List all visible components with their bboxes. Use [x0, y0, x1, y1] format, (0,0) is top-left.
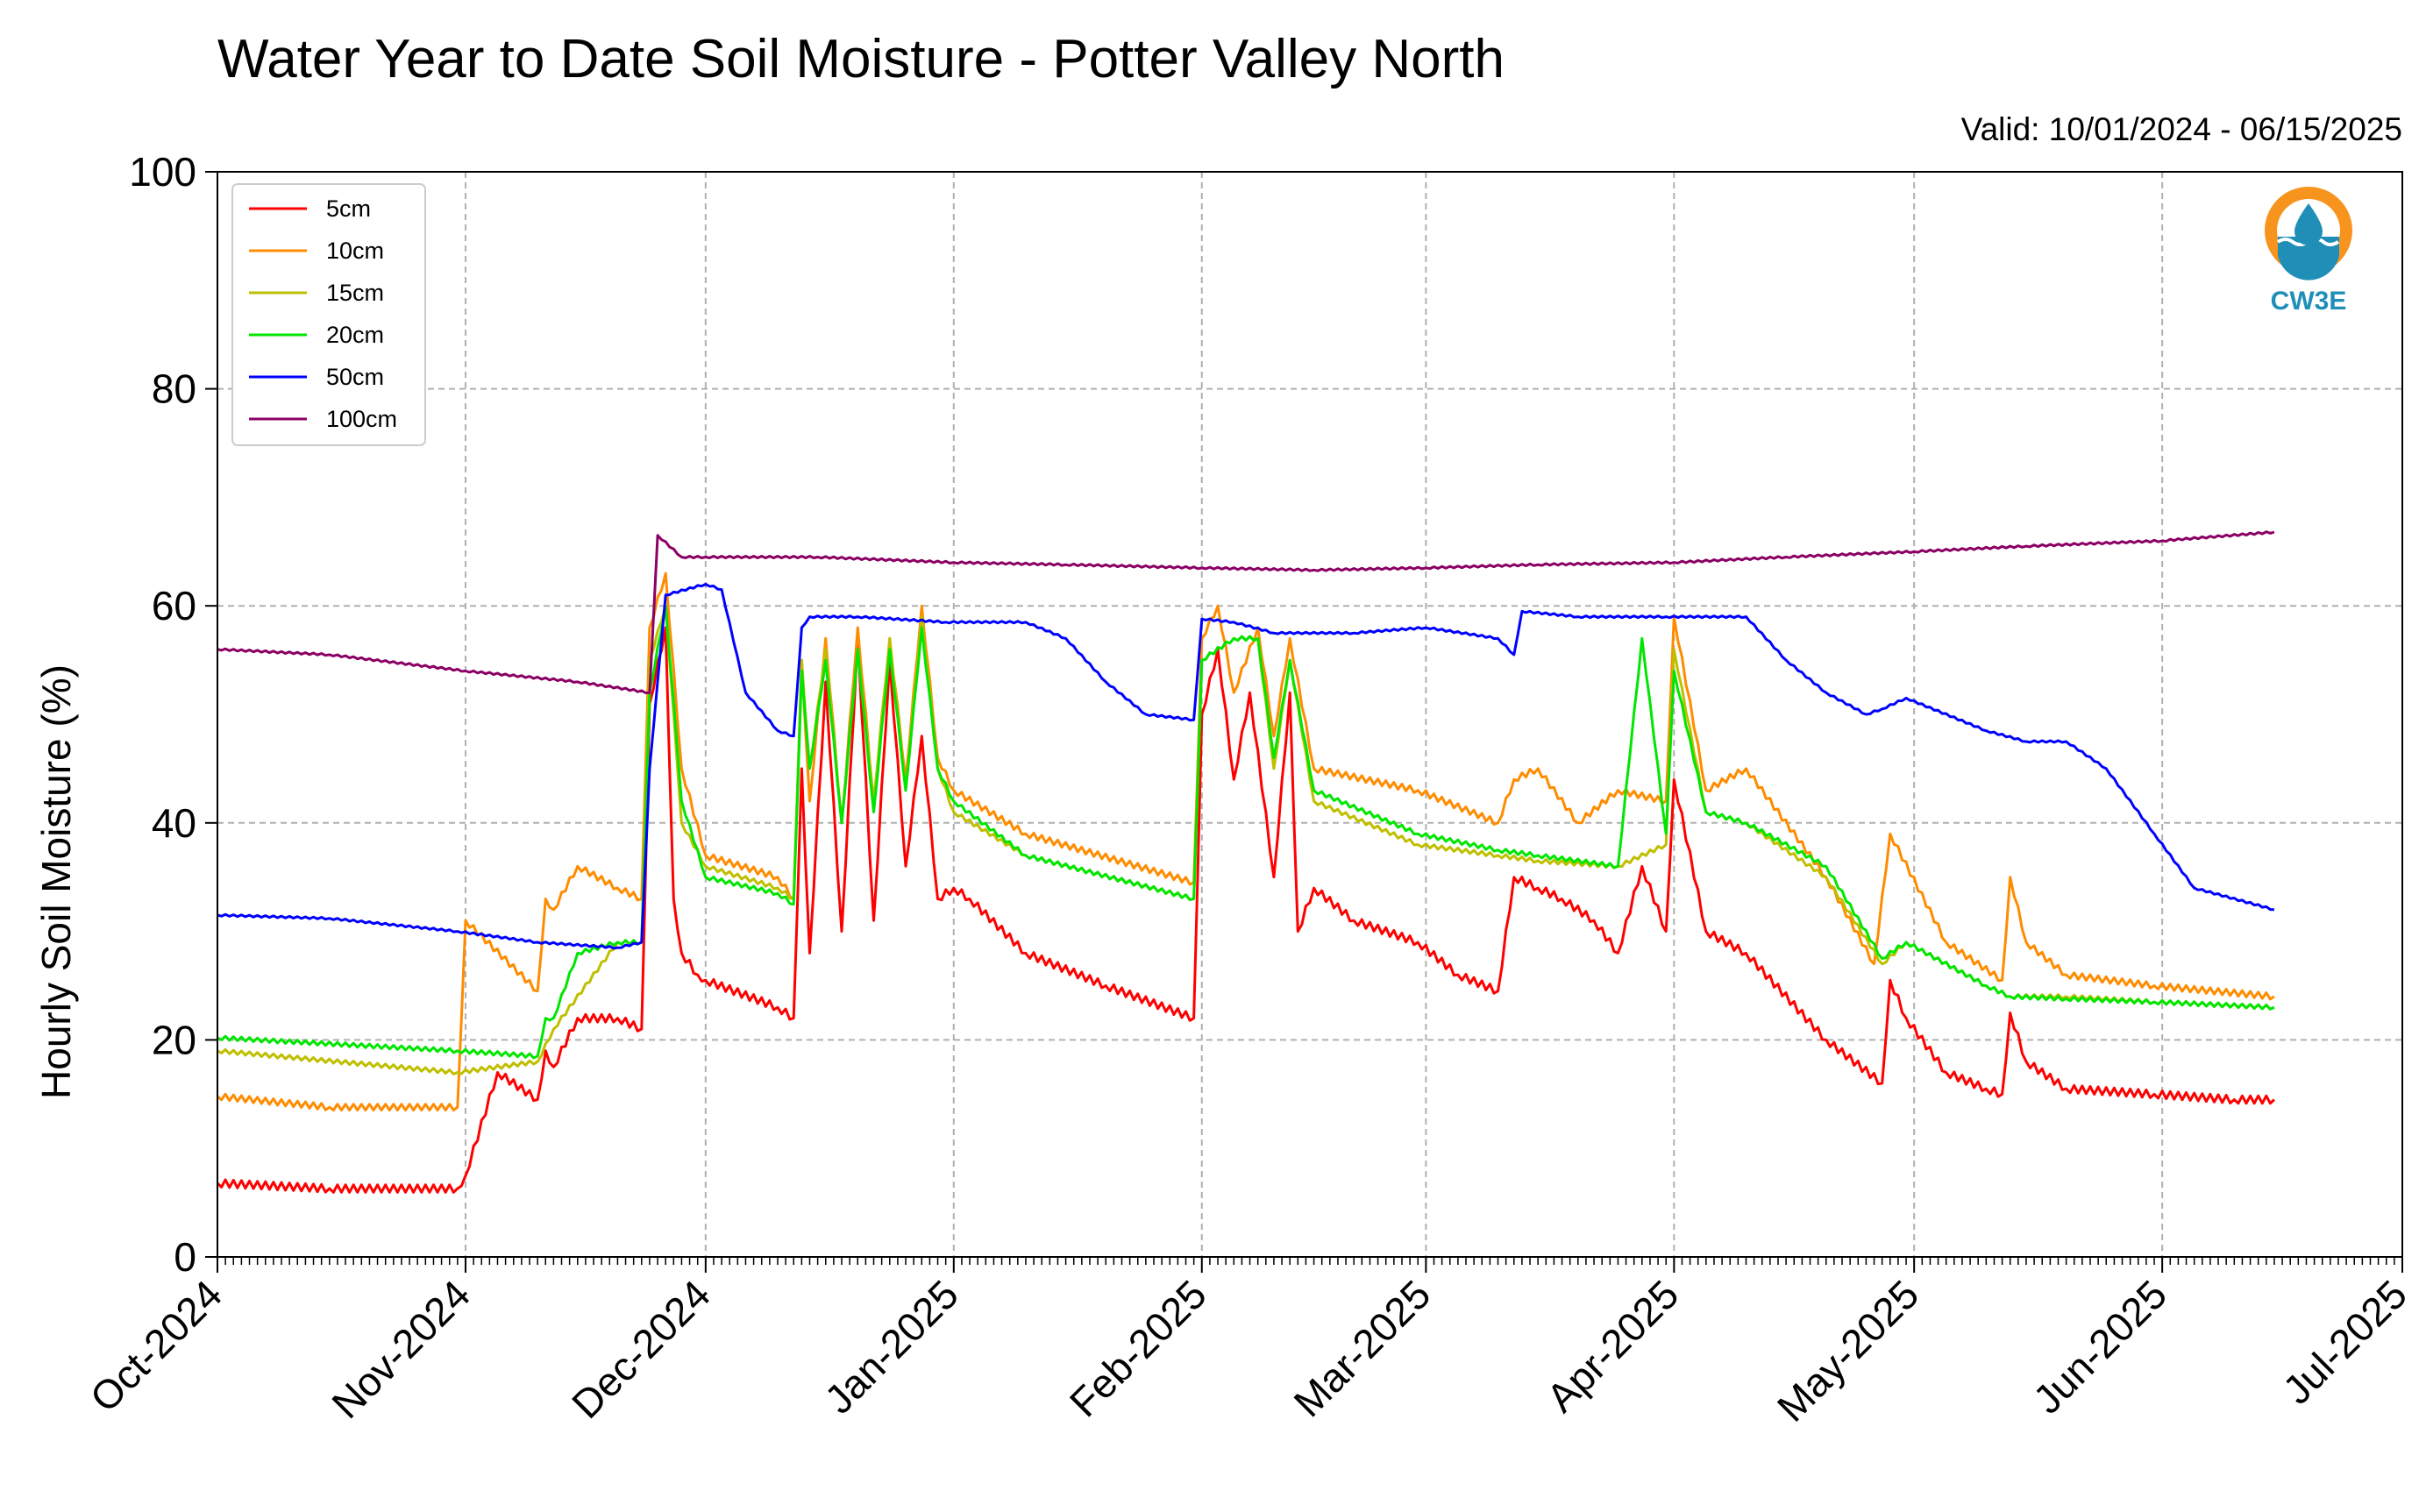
legend: 5cm 10cm 15cm 20cm 50cm 100cm [231, 183, 426, 446]
legend-label: 15cm [326, 280, 384, 306]
series-line-100cm [217, 530, 2275, 694]
plot-frame [217, 171, 2403, 1258]
y-tick-label: 100 [129, 149, 196, 195]
series-layer [216, 530, 2275, 1194]
legend-label: 20cm [326, 322, 384, 348]
series-line-20cm [217, 604, 2275, 1060]
legend-label: 5cm [326, 195, 371, 222]
y-axis-label: Hourly Soil Moisture (%) [33, 664, 79, 1099]
logo-water-icon [2278, 237, 2339, 280]
logo-drop-icon [2294, 203, 2323, 245]
chart-title: Water Year to Date Soil Moisture - Potte… [217, 29, 1505, 89]
logo-text: CW3E [2271, 287, 2347, 316]
y-tick-label: 40 [152, 800, 196, 846]
legend-label: 10cm [326, 238, 384, 264]
legend-label: 100cm [326, 406, 397, 432]
series-line-10cm [217, 571, 2275, 1112]
y-tick-label: 0 [174, 1234, 196, 1280]
y-tick-label: 60 [152, 583, 196, 628]
chart-subtitle: Valid: 10/01/2024 - 06/15/2025 [1961, 111, 2402, 147]
y-tick-label: 20 [152, 1017, 196, 1062]
legend-label: 50cm [326, 364, 384, 390]
y-tick-label: 80 [152, 366, 196, 412]
grid-lines [217, 172, 2402, 1257]
cw3e-logo: CW3E [2265, 187, 2352, 316]
series-line-5cm [216, 626, 2275, 1194]
y-axis-ticks: 0 20 40 60 80 100 [129, 149, 217, 1280]
x-minor-ticks [217, 1257, 2403, 1265]
series-line-50cm [217, 582, 2274, 950]
